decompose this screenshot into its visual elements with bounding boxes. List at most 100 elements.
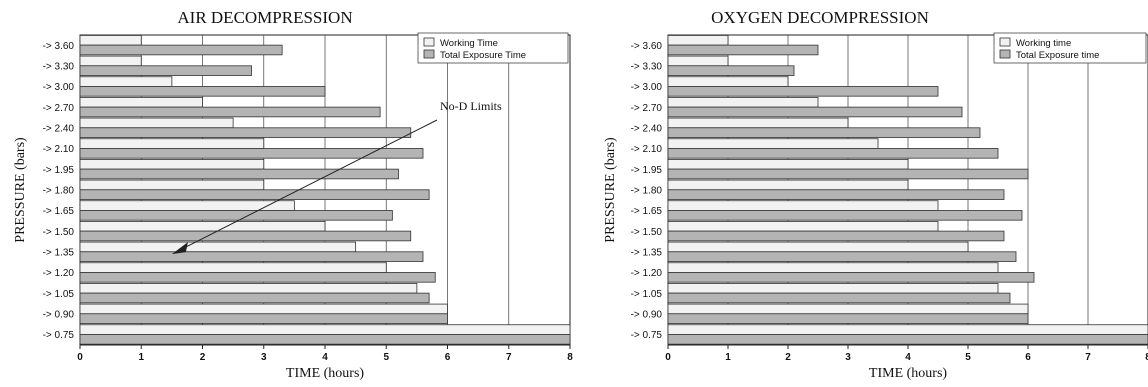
y-tick-label: -> 1.05 (43, 289, 75, 300)
bar-working-time (79, 303, 448, 315)
y-tick-label: -> 3.60 (43, 41, 75, 52)
bar-total-exposure-time (79, 230, 412, 242)
bar-total-exposure-time (667, 127, 981, 138)
legend-swatch (423, 49, 435, 59)
bar-total-exposure-time (667, 86, 939, 97)
bar-working-time (667, 179, 909, 191)
air-decompression-svg: AIR DECOMPRESSION -> 3.60 -> 3.30 -> 3.00 ->… (13, 8, 573, 381)
y-tick-label: -> 3.00 (631, 82, 663, 93)
x-tick-label: 1 (138, 352, 144, 363)
bar-working-time (667, 200, 939, 211)
y-tick-label: -> 0.90 (631, 310, 663, 321)
bar-total-exposure-time (667, 44, 819, 56)
y-tick-label: -> 1.20 (631, 268, 663, 279)
bar-total-exposure-time (79, 65, 252, 76)
bar-working-time (79, 76, 173, 87)
x-tick-label: 7 (506, 352, 512, 363)
y-tick-label: -> 3.00 (43, 82, 75, 93)
x-axis-label: TIME (hours) (869, 366, 947, 381)
x-tick-label: 6 (445, 352, 451, 363)
bar-working-time (667, 55, 729, 67)
bar-total-exposure-time (667, 313, 1029, 324)
y-tick-label: -> 2.40 (43, 124, 75, 135)
y-tick-label: -> 1.80 (631, 186, 663, 197)
legend-box (417, 32, 569, 64)
y-tick-label: -> 2.10 (631, 144, 663, 155)
y-tick-label: -> 3.30 (631, 62, 663, 73)
y-tick-label: -> 1.95 (43, 165, 75, 176)
bar-total-exposure-time (79, 148, 424, 159)
bar-working-time (667, 76, 789, 87)
y-axis-label: PRESSURE (bars) (13, 137, 28, 243)
bar-total-exposure-time (79, 44, 283, 56)
bar-total-exposure-time (79, 313, 448, 324)
bar-total-exposure-time (79, 168, 399, 180)
y-tick-label: -> 0.75 (43, 330, 75, 341)
x-tick-label: 2 (785, 352, 791, 363)
y-axis-label: PRESSURE (bars) (603, 137, 618, 243)
x-tick-label: 8 (1145, 352, 1148, 363)
bar-total-exposure-time (79, 106, 381, 118)
chart-title: AIR DECOMPRESSION (177, 8, 352, 27)
y-tick-label: -> 1.65 (43, 206, 75, 217)
x-axis-label: TIME (hours) (286, 366, 364, 381)
bar-working-time (79, 35, 142, 46)
y-tick-label: -> 0.75 (631, 330, 663, 341)
bar-working-time (79, 324, 571, 335)
bar-total-exposure-time (79, 272, 436, 283)
y-tick-label: -> 3.30 (43, 62, 75, 73)
bar-total-exposure-time (667, 251, 1017, 262)
x-tick-label: 0 (77, 352, 83, 363)
legend-swatch (999, 49, 1011, 59)
legend-box (993, 32, 1147, 64)
no-d-limits-annotation: No-D Limits (440, 99, 502, 113)
bar-total-exposure-time (667, 230, 1005, 242)
bar-working-time (79, 241, 357, 253)
bar-total-exposure-time (667, 189, 1005, 200)
bar-total-exposure-time (667, 65, 795, 76)
bar-total-exposure-time (667, 168, 1029, 180)
bar-working-time (667, 241, 969, 253)
x-tick-label: 6 (1025, 352, 1031, 363)
bar-working-time (79, 200, 295, 211)
y-tick-label: -> 2.70 (43, 103, 75, 114)
y-tick-label: -> 3.60 (631, 41, 663, 52)
bar-total-exposure-time (79, 292, 430, 304)
bar-total-exposure-time (79, 334, 571, 345)
chart-title: OXYGEN DECOMPRESSION (711, 8, 929, 27)
bar-working-time (79, 97, 203, 108)
y-tick-label: -> 1.20 (43, 268, 75, 279)
y-tick-label: -> 1.65 (631, 206, 663, 217)
bar-working-time (667, 303, 1029, 315)
y-tick-label: -> 1.50 (631, 227, 663, 238)
legend-entry: Total Exposure Time (440, 50, 526, 61)
x-tick-label: 0 (665, 352, 671, 363)
bar-total-exposure-time (79, 210, 393, 221)
bar-working-time (667, 262, 999, 273)
x-tick-label: 5 (383, 352, 389, 363)
y-tick-label: -> 1.80 (43, 186, 75, 197)
y-tick-label: -> 2.40 (631, 124, 663, 135)
bar-total-exposure-time (79, 189, 430, 200)
bar-working-time (79, 262, 387, 273)
oxygen-decompression-svg: OXYGEN DECOMPRESSION -> 3.60 -> 3.30 -> 3.0… (603, 8, 1148, 381)
y-tick-label: -> 2.10 (43, 144, 75, 155)
bar-working-time (79, 221, 326, 232)
x-tick-label: 2 (200, 352, 206, 363)
x-tick-label: 4 (905, 352, 911, 363)
bar-total-exposure-time (79, 86, 326, 97)
bar-working-time (79, 179, 265, 191)
bar-total-exposure-time (79, 251, 424, 262)
bar-working-time (667, 97, 819, 108)
y-tick-label: -> 2.70 (631, 103, 663, 114)
annotation-arrowhead (171, 242, 188, 255)
x-tick-label: 5 (965, 352, 971, 363)
bar-total-exposure-time (667, 148, 999, 159)
x-tick-label: 3 (261, 352, 267, 363)
legend-entry: Working Time (440, 38, 498, 49)
bar-working-time (667, 138, 879, 149)
legend-entry: Working time (1016, 38, 1071, 49)
y-tick-label: -> 1.05 (631, 289, 663, 300)
